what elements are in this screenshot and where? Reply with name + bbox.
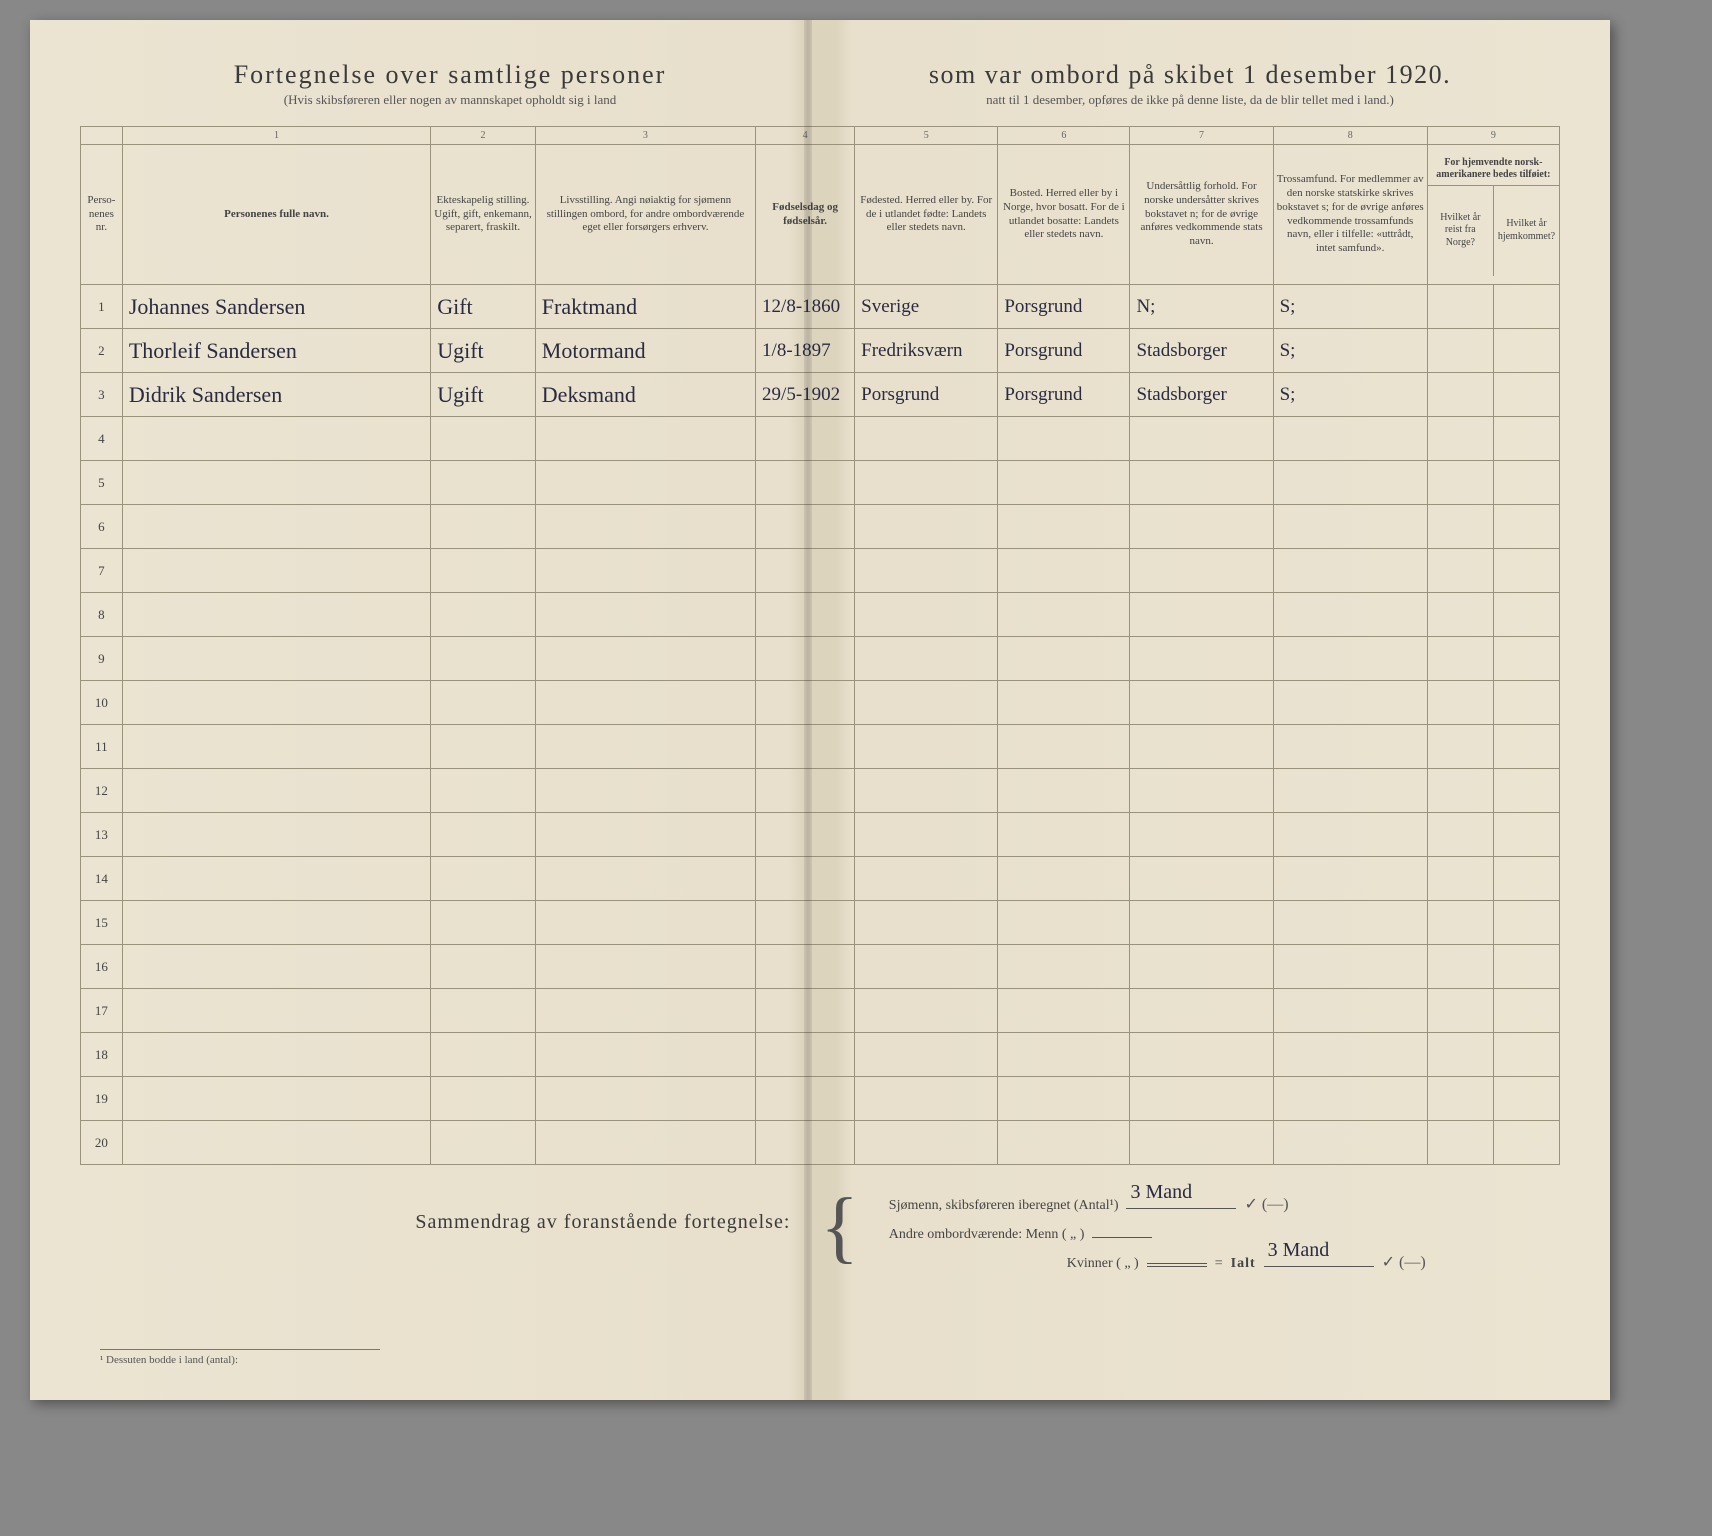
header-row: Perso- nenes nr. Personenes fulle navn. …	[81, 145, 1560, 285]
summary-line-seamen: Sjømenn, skibsføreren iberegnet (Antal¹)…	[889, 1193, 1560, 1214]
hdr-emigrant: For hjemvendte norsk-amerikanere bedes t…	[1427, 145, 1559, 285]
table-body: 1Johannes SandersenGiftFraktmand12/8-186…	[81, 285, 1560, 1165]
footnote: ¹ Dessuten bodde i land (antal):	[100, 1349, 380, 1366]
summary-section: Sammendrag av foranstående fortegnelse: …	[80, 1193, 1560, 1280]
document-paper: Fortegnelse over samtlige personer som v…	[30, 20, 1610, 1400]
table-row: 4	[81, 417, 1560, 461]
column-number-row: 123456789	[81, 127, 1560, 145]
hdr-marital: Ekteskapelig stilling. Ugift, gift, enke…	[431, 145, 536, 285]
hdr-residence: Bosted. Herred eller by i Norge, hvor bo…	[998, 145, 1130, 285]
hdr-occupation: Livsstilling. Angi nøiaktig for sjømenn …	[535, 145, 755, 285]
summary-line-women: Kvinner ( „ ) = Ialt 3 Mand ✓ (—)	[889, 1251, 1560, 1272]
summary-lines: Sjømenn, skibsføreren iberegnet (Antal¹)…	[889, 1193, 1560, 1280]
table-row: 19	[81, 1077, 1560, 1121]
table-row: 15	[81, 901, 1560, 945]
table-row: 20	[81, 1121, 1560, 1165]
table-row: 1Johannes SandersenGiftFraktmand12/8-186…	[81, 285, 1560, 329]
paper-fold	[804, 20, 812, 1400]
subtitle-row: (Hvis skibsføreren eller nogen av mannsk…	[80, 92, 1560, 108]
table-row: 13	[81, 813, 1560, 857]
table-row: 10	[81, 681, 1560, 725]
hdr-birthplace: Fødested. Herred eller by. For de i utla…	[855, 145, 998, 285]
page: Fortegnelse over samtlige personer som v…	[0, 0, 1712, 1536]
table-row: 8	[81, 593, 1560, 637]
subtitle-left: (Hvis skibsføreren eller nogen av mannsk…	[80, 92, 820, 108]
subtitle-right: natt til 1 desember, opføres de ikke på …	[820, 92, 1560, 108]
table-row: 16	[81, 945, 1560, 989]
table-row: 11	[81, 725, 1560, 769]
hdr-name: Personenes fulle navn.	[122, 145, 430, 285]
table-row: 3Didrik SandersenUgiftDeksmand29/5-1902P…	[81, 373, 1560, 417]
title-right: som var ombord på skibet 1 desember 1920…	[820, 60, 1560, 90]
table-row: 6	[81, 505, 1560, 549]
table-row: 18	[81, 1033, 1560, 1077]
summary-line-men: Andre ombordværende: Menn ( „ )	[889, 1222, 1560, 1243]
summary-label: Sammendrag av foranstående fortegnelse:	[80, 1193, 790, 1234]
table-row: 12	[81, 769, 1560, 813]
table-row: 14	[81, 857, 1560, 901]
brace-icon: {	[820, 1187, 858, 1267]
table-row: 5	[81, 461, 1560, 505]
hdr-nr: Perso- nenes nr.	[81, 145, 123, 285]
title-left: Fortegnelse over samtlige personer	[80, 60, 820, 90]
title-row: Fortegnelse over samtlige personer som v…	[80, 60, 1560, 90]
hdr-nationality: Undersåttlig forhold. For norske underså…	[1130, 145, 1273, 285]
table-row: 9	[81, 637, 1560, 681]
table-row: 7	[81, 549, 1560, 593]
table-row: 17	[81, 989, 1560, 1033]
hdr-religion: Trossamfund. For medlemmer av den norske…	[1273, 145, 1427, 285]
census-table: 123456789 Perso- nenes nr. Personenes fu…	[80, 126, 1560, 1165]
table-row: 2Thorleif SandersenUgiftMotormand1/8-189…	[81, 329, 1560, 373]
